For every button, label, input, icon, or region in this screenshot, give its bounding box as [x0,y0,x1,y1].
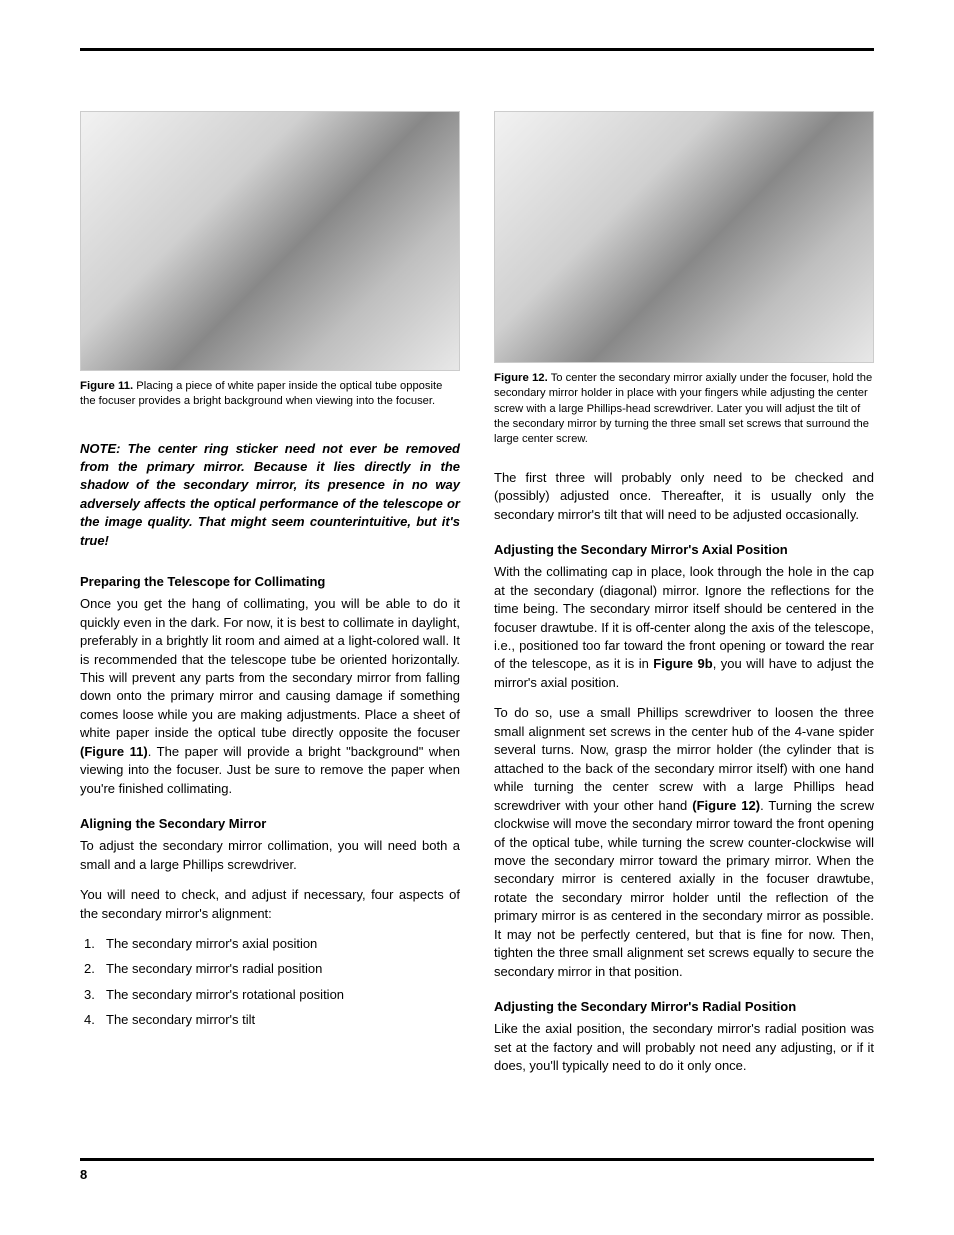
figure-12-ref: (Figure 12) [692,798,760,813]
list-item: 2.The secondary mirror's radial position [84,960,460,978]
para-preparing: Once you get the hang of collimating, yo… [80,595,460,798]
figure-12-image [494,111,874,363]
list-num: 2. [84,960,106,978]
para-first-three: The first three will probably only need … [494,469,874,524]
figure-9b-ref: Figure 9b [653,656,712,671]
right-column: Figure 12. To center the secondary mirro… [494,111,874,1088]
para-axial-2: To do so, use a small Phillips screwdriv… [494,704,874,981]
heading-radial: Adjusting the Secondary Mirror's Radial … [494,999,874,1014]
figure-11-image [80,111,460,371]
list-num: 3. [84,986,106,1004]
list-text: The secondary mirror's rotational positi… [106,986,344,1004]
heading-axial: Adjusting the Secondary Mirror's Axial P… [494,542,874,557]
figure-11-ref: (Figure 11) [80,744,148,759]
list-item: 3.The secondary mirror's rotational posi… [84,986,460,1004]
list-text: The secondary mirror's axial position [106,935,317,953]
list-item: 4.The secondary mirror's tilt [84,1011,460,1029]
para-axial-2-pre: To do so, use a small Phillips screwdriv… [494,705,874,812]
figure-11-label: Figure 11. [80,380,133,392]
list-text: The secondary mirror's radial position [106,960,322,978]
secondary-mirror-aspects-list: 1.The secondary mirror's axial position … [84,935,460,1030]
list-num: 1. [84,935,106,953]
figure-12: Figure 12. To center the secondary mirro… [494,111,874,447]
figure-12-caption: Figure 12. To center the secondary mirro… [494,371,874,447]
footer-rule [80,1158,874,1161]
para-aligning-intro: To adjust the secondary mirror collimati… [80,837,460,874]
top-rule [80,48,874,51]
two-column-layout: Figure 11. Placing a piece of white pape… [80,111,874,1088]
figure-11: Figure 11. Placing a piece of white pape… [80,111,460,410]
heading-aligning-secondary: Aligning the Secondary Mirror [80,816,460,831]
figure-11-caption-text: Placing a piece of white paper inside th… [80,380,442,407]
list-text: The secondary mirror's tilt [106,1011,255,1029]
left-column: Figure 11. Placing a piece of white pape… [80,111,460,1088]
heading-preparing: Preparing the Telescope for Collimating [80,574,460,589]
page-footer: 8 [80,1158,874,1182]
para-radial-1: Like the axial position, the secondary m… [494,1020,874,1075]
para-axial-2-post: . Turning the screw clockwise will move … [494,798,874,979]
para-axial-1: With the collimating cap in place, look … [494,563,874,692]
list-item: 1.The secondary mirror's axial position [84,935,460,953]
figure-11-caption: Figure 11. Placing a piece of white pape… [80,379,460,410]
figure-12-label: Figure 12. [494,372,548,384]
para-checklist-intro: You will need to check, and adjust if ne… [80,886,460,923]
center-ring-note: NOTE: The center ring sticker need not e… [80,440,460,551]
page-number: 8 [80,1167,874,1182]
figure-12-caption-text: To center the secondary mirror axially u… [494,372,872,445]
para-preparing-pre: Once you get the hang of collimating, yo… [80,596,460,740]
list-num: 4. [84,1011,106,1029]
